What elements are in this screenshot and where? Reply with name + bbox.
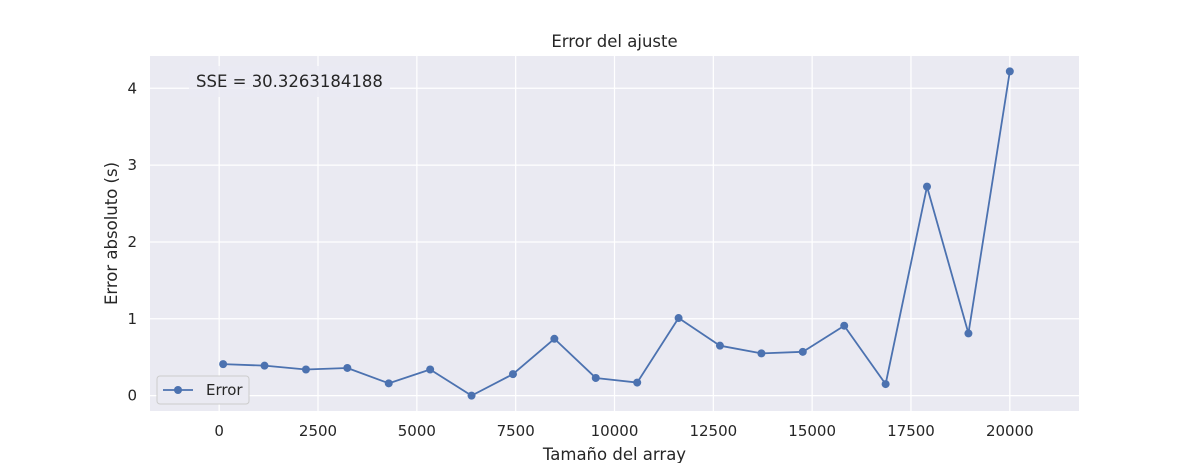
x-tick-label: 10000 [591, 422, 639, 440]
y-axis-label: Error absoluto (s) [102, 162, 121, 305]
legend-label-error: Error [206, 381, 243, 399]
data-point [467, 391, 476, 400]
x-tick-label: 15000 [788, 422, 836, 440]
data-point [715, 341, 724, 350]
data-point [674, 314, 683, 323]
series-layer [219, 67, 1014, 400]
x-tick-label: 17500 [887, 422, 935, 440]
data-point [1005, 67, 1014, 76]
y-tick-label: 4 [127, 79, 137, 97]
data-point [798, 347, 807, 356]
data-point [922, 182, 931, 191]
data-point [964, 329, 973, 338]
x-tick-label: 20000 [986, 422, 1034, 440]
grid [150, 56, 1079, 411]
sse-annotation-text: SSE = 30.3263184188 [196, 72, 383, 91]
data-point [508, 370, 517, 379]
data-point [550, 334, 559, 343]
data-point [384, 379, 393, 388]
data-point [840, 321, 849, 330]
legend-marker-sample [174, 386, 182, 394]
data-point [301, 365, 310, 374]
y-tick-labels: 0 1 2 3 4 [127, 79, 137, 404]
sse-annotation: SSE = 30.3263184188 [189, 66, 390, 97]
x-tick-label: 0 [214, 422, 224, 440]
chart-title: Error del ajuste [551, 32, 677, 51]
sse-annotation-box [189, 66, 390, 97]
y-tick-label: 2 [127, 233, 137, 251]
data-point [426, 365, 435, 374]
y-tick-label: 3 [127, 156, 137, 174]
legend-frame [156, 375, 250, 405]
data-point [343, 363, 352, 372]
y-tick-label: 1 [127, 310, 137, 328]
data-point [260, 361, 269, 370]
x-tick-label: 5000 [398, 422, 436, 440]
x-tick-labels: 0 2500 5000 7500 10000 12500 15000 17500 20000 [214, 422, 1033, 440]
x-tick-label: 2500 [299, 422, 337, 440]
x-axis-label: Tamaño del array [542, 445, 686, 463]
data-point [757, 349, 766, 358]
data-point [633, 378, 642, 387]
series-line-error [223, 71, 1011, 397]
data-point [219, 360, 228, 369]
x-tick-label: 7500 [497, 422, 535, 440]
data-point [881, 380, 890, 389]
data-point [591, 373, 600, 382]
legend: Error [156, 375, 250, 405]
y-tick-label: 0 [127, 387, 137, 405]
x-tick-label: 12500 [689, 422, 737, 440]
